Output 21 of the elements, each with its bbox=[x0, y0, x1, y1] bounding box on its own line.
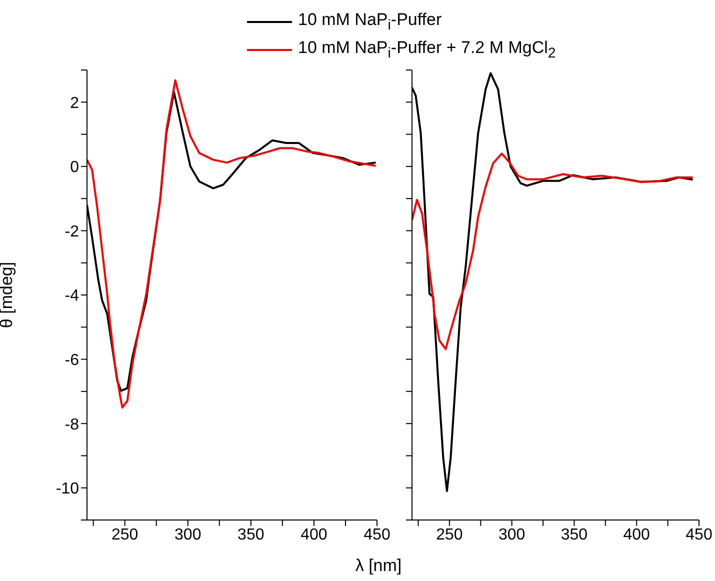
x-tick-label: 300 bbox=[498, 526, 526, 544]
legend-label: 10 mM NaP$_{i}$-Puffer + 7.2 M MgCl$_{2}$ bbox=[298, 38, 556, 62]
x-tick-label: 400 bbox=[623, 526, 650, 544]
y-tick-label: -6 bbox=[64, 352, 80, 369]
y-tick-label: -4 bbox=[64, 288, 80, 305]
y-tick-label: 2 bbox=[70, 94, 80, 112]
x-tick-label: 450 bbox=[686, 526, 712, 544]
y-tick-label: -10 bbox=[56, 480, 80, 498]
legend-label: 10 mM NaP$_{i}$-Puffer bbox=[298, 10, 442, 34]
x-tick-label: 250 bbox=[436, 526, 463, 544]
y-axis-title: θ [mdeg] bbox=[0, 262, 16, 328]
x-tick-label: 300 bbox=[174, 526, 202, 544]
x-tick-label: 400 bbox=[300, 526, 328, 544]
x-axis-title: λ [nm] bbox=[354, 556, 403, 576]
x-tick-label: 350 bbox=[560, 526, 588, 544]
x-tick-label: 450 bbox=[364, 526, 390, 544]
x-tick-label: 350 bbox=[238, 526, 264, 544]
y-tick-label: 0 bbox=[70, 159, 80, 176]
y-tick-label: -2 bbox=[64, 223, 80, 240]
x-tick-label: 250 bbox=[111, 526, 138, 544]
y-tick-label: -8 bbox=[64, 416, 80, 434]
